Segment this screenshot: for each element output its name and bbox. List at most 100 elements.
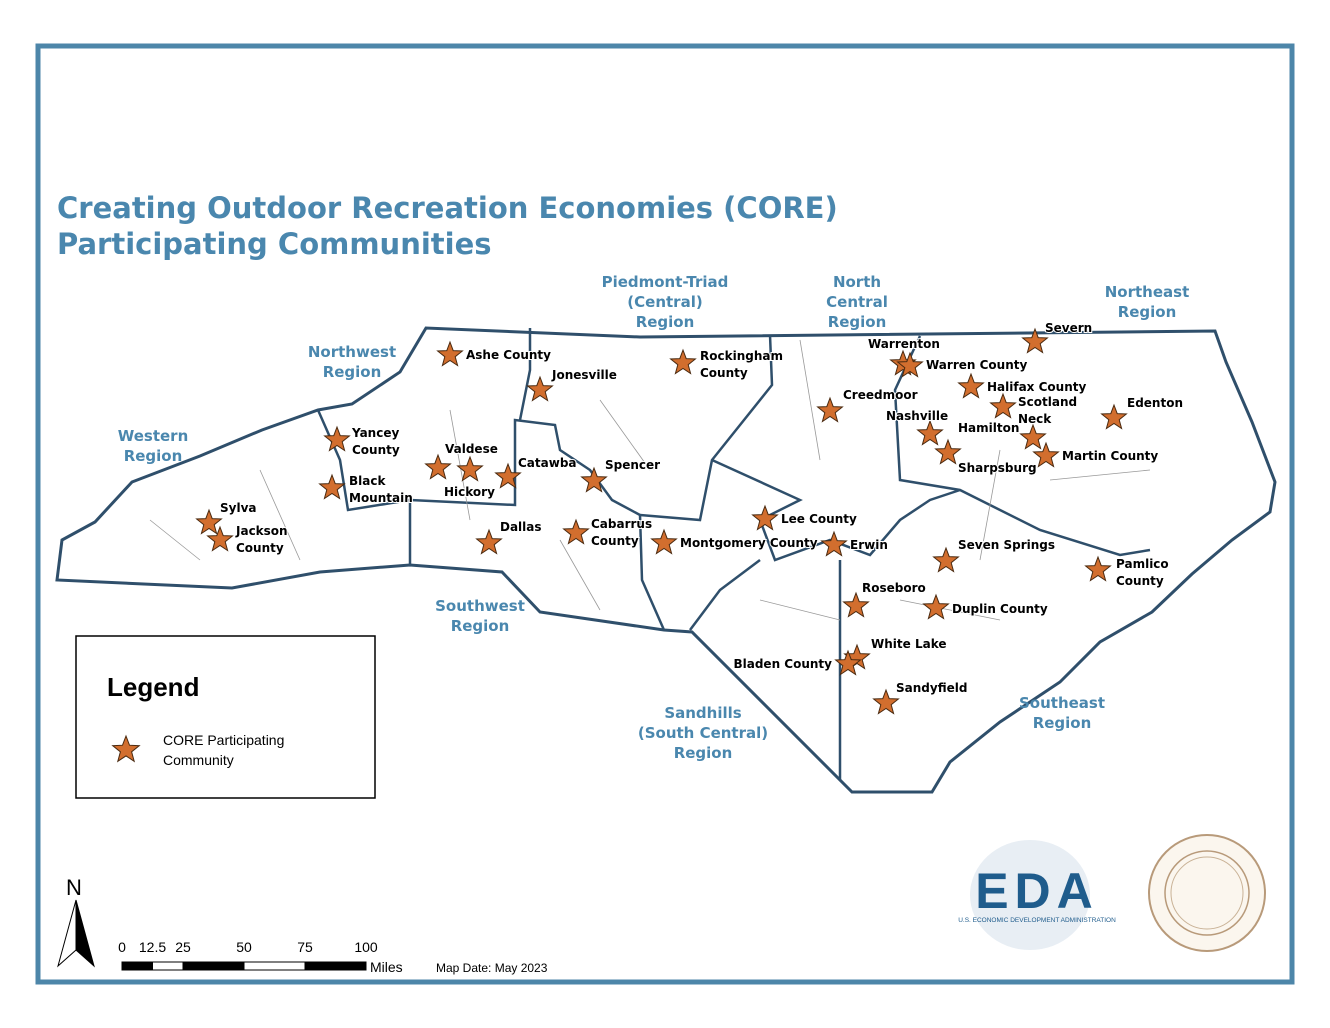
region-label: Region	[124, 447, 183, 465]
community-star	[957, 372, 985, 399]
community-label: Ashe County	[466, 348, 551, 362]
scale-tick-label: 100	[354, 939, 378, 955]
community-label: Dallas	[500, 520, 542, 534]
community-label: Pamlico	[1116, 557, 1169, 571]
community-star	[934, 438, 962, 465]
community-star	[932, 546, 960, 573]
community-label: Edenton	[1127, 396, 1183, 410]
community-label: Jackson	[235, 524, 288, 538]
community-label: Black	[349, 474, 386, 488]
region-label: Region	[1118, 303, 1177, 321]
community-label: Creedmoor	[843, 388, 918, 402]
north-label: N	[66, 875, 82, 900]
scale-segment	[182, 961, 245, 971]
logo-name: EDA	[975, 863, 1099, 919]
region-label: Northeast	[1105, 283, 1190, 301]
region-label: Northwest	[308, 343, 396, 361]
community-star	[1084, 555, 1112, 582]
community-star	[820, 530, 848, 557]
region-label: (Central)	[627, 293, 702, 311]
community-label: Erwin	[850, 538, 888, 552]
community-label: Halifax County	[987, 380, 1086, 394]
state-outline	[55, 326, 1277, 794]
community-label: Montgomery County	[680, 536, 818, 550]
community-label: Hickory	[444, 485, 495, 499]
community-star	[494, 462, 522, 489]
region-label: Sandhills	[664, 704, 741, 722]
county-lines	[149, 339, 1151, 621]
community-label: Bladen County	[733, 657, 832, 671]
community-label: Sharpsburg	[958, 461, 1037, 475]
community-label: Lee County	[781, 512, 857, 526]
legend-box	[75, 635, 376, 799]
community-label: Nashville	[886, 409, 948, 423]
community-star	[842, 591, 870, 618]
scale-unit: Miles	[370, 959, 403, 975]
region-label: Southwest	[435, 597, 525, 615]
community-star	[206, 525, 234, 552]
scale-segment	[243, 961, 306, 971]
community-star	[1100, 403, 1128, 430]
community-label: Seven Springs	[958, 538, 1055, 552]
region-label: Region	[674, 744, 733, 762]
region-label: Western	[118, 427, 189, 445]
title-line: Participating Communities	[57, 227, 492, 261]
scale-segment	[121, 961, 153, 971]
community-star	[1032, 441, 1060, 468]
state-seal	[1148, 834, 1266, 952]
region-label: North	[833, 273, 881, 291]
community-star	[916, 419, 944, 446]
map-date: Map Date: May 2023	[436, 961, 548, 975]
community-label: Warrenton	[868, 337, 940, 351]
community-label: Valdese	[445, 442, 498, 456]
community-label: Warren County	[926, 358, 1027, 372]
community-star	[1021, 327, 1049, 354]
community-label: White Lake	[871, 637, 947, 651]
region-label: Piedmont-Triad	[602, 273, 729, 291]
community-label: Hamilton	[958, 421, 1019, 435]
eagle-watermark	[970, 840, 1090, 950]
legend-label: Community	[163, 752, 234, 768]
community-star	[318, 473, 346, 500]
community-label: County	[1116, 574, 1164, 588]
community-label: Severn	[1045, 321, 1092, 335]
community-star	[580, 466, 608, 493]
community-star	[816, 396, 844, 423]
community-label: Martin County	[1062, 449, 1158, 463]
community-star	[650, 528, 678, 555]
title-line: Creating Outdoor Recreation Economies (C…	[57, 191, 838, 225]
region-label: Region	[451, 617, 510, 635]
community-star	[323, 425, 351, 452]
community-label: Jonesville	[551, 368, 617, 382]
community-label: Rockingham	[700, 349, 783, 363]
scale-tick-label: 0	[118, 939, 126, 955]
logo-subtitle: U.S. ECONOMIC DEVELOPMENT ADMINISTRATION	[958, 917, 1116, 924]
community-label: Roseboro	[862, 581, 926, 595]
scale-tick-label: 25	[175, 939, 191, 955]
community-label: Scotland	[1018, 395, 1077, 409]
scale-tick-label: 50	[236, 939, 252, 955]
region-label: Region	[323, 363, 382, 381]
state-seal	[1170, 856, 1244, 930]
community-label: Duplin County	[952, 602, 1048, 616]
community-label: Sandyfield	[896, 681, 967, 695]
legend-label: CORE Participating	[163, 732, 284, 748]
community-label: Cabarrus	[591, 517, 652, 531]
legend-title: Legend	[107, 672, 199, 702]
community-star	[475, 528, 503, 555]
community-star	[669, 348, 697, 375]
scale-tick-label: 12.5	[139, 939, 166, 955]
community-star	[872, 688, 900, 715]
community-label: County	[591, 534, 639, 548]
region-label: Region	[828, 313, 887, 331]
scale-segment	[304, 961, 367, 971]
community-star	[562, 518, 590, 545]
community-label: County	[700, 366, 748, 380]
region-label: Region	[1033, 714, 1092, 732]
legend-symbol	[111, 734, 141, 763]
scale-tick-label: 75	[297, 939, 313, 955]
community-star	[922, 593, 950, 620]
community-star	[526, 375, 554, 402]
region-label: Central	[826, 293, 888, 311]
